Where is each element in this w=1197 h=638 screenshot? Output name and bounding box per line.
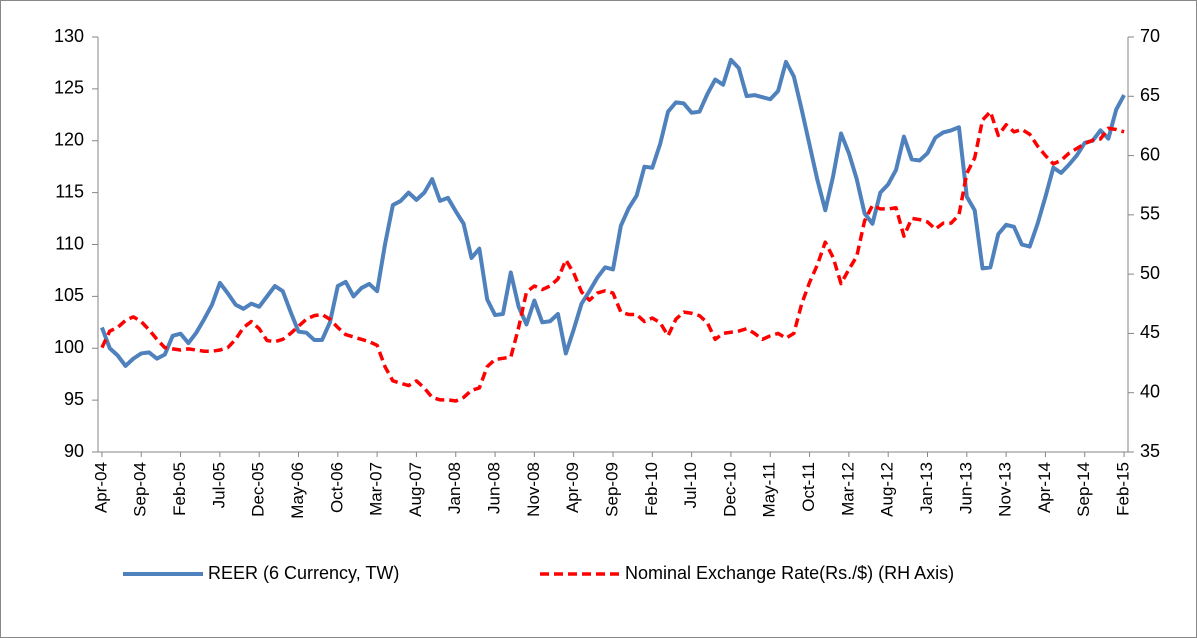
- legend-label: REER (6 Currency, TW): [208, 563, 399, 583]
- y-tick-label: 120: [54, 130, 84, 150]
- x-tick-label: Apr-09: [563, 462, 582, 513]
- y2-tick-label: 40: [1140, 381, 1160, 401]
- x-tick-label: May-06: [288, 462, 307, 519]
- series-line: [100, 57, 1126, 368]
- x-tick-label: Jul-10: [681, 462, 700, 508]
- x-tick-label: Aug-07: [406, 462, 425, 517]
- x-tick-label: Jul-05: [209, 462, 228, 508]
- y-tick-label: 105: [54, 285, 84, 305]
- x-tick-label: Oct-11: [799, 462, 818, 512]
- y2-tick-label: 35: [1140, 441, 1160, 461]
- y-tick-label: 130: [54, 26, 84, 46]
- x-tick-label: Jun-08: [485, 462, 504, 514]
- series-line: [100, 109, 1125, 403]
- y2-tick-label: 45: [1140, 322, 1160, 342]
- y-tick-label: 100: [54, 337, 84, 357]
- legend-label: Nominal Exchange Rate(Rs./$) (RH Axis): [625, 563, 954, 583]
- y2-tick-label: 55: [1140, 204, 1160, 224]
- x-tick-label: Sep-14: [1074, 462, 1093, 517]
- x-tick-label: May-11: [760, 462, 779, 517]
- x-tick-label: Apr-14: [1035, 462, 1054, 513]
- x-tick-label: Jan-08: [445, 462, 464, 514]
- x-tick-label: Dec-05: [249, 462, 268, 517]
- y2-tick-label: 60: [1140, 144, 1160, 164]
- y2-tick-label: 50: [1140, 263, 1160, 283]
- x-tick-label: Oct-06: [327, 462, 346, 513]
- y-tick-label: 125: [54, 78, 84, 98]
- x-tick-label: Feb-10: [642, 462, 661, 516]
- x-tick-label: Mar-07: [367, 462, 386, 516]
- x-tick-label: Sep-09: [602, 462, 621, 517]
- x-tick-label: Feb-05: [170, 462, 189, 516]
- y2-tick-label: 65: [1140, 85, 1160, 105]
- y-tick-label: 110: [55, 233, 84, 253]
- x-tick-label: Jun-13: [956, 462, 975, 514]
- y-tick-label: 95: [64, 389, 84, 409]
- x-tick-label: Nov-13: [996, 462, 1015, 517]
- y-tick-label: 90: [64, 441, 84, 461]
- x-tick-label: Dec-10: [720, 462, 739, 517]
- x-tick-label: Sep-04: [131, 462, 150, 517]
- x-tick-label: Nov-08: [524, 462, 543, 517]
- y2-tick-label: 70: [1140, 26, 1160, 46]
- x-tick-label: Mar-12: [838, 462, 857, 516]
- x-tick-label: Apr-04: [91, 462, 110, 513]
- x-tick-label: Feb-15: [1114, 462, 1133, 516]
- y-tick-label: 115: [55, 181, 84, 201]
- x-tick-label: Aug-12: [878, 462, 897, 517]
- x-tick-label: Jan-13: [917, 462, 936, 514]
